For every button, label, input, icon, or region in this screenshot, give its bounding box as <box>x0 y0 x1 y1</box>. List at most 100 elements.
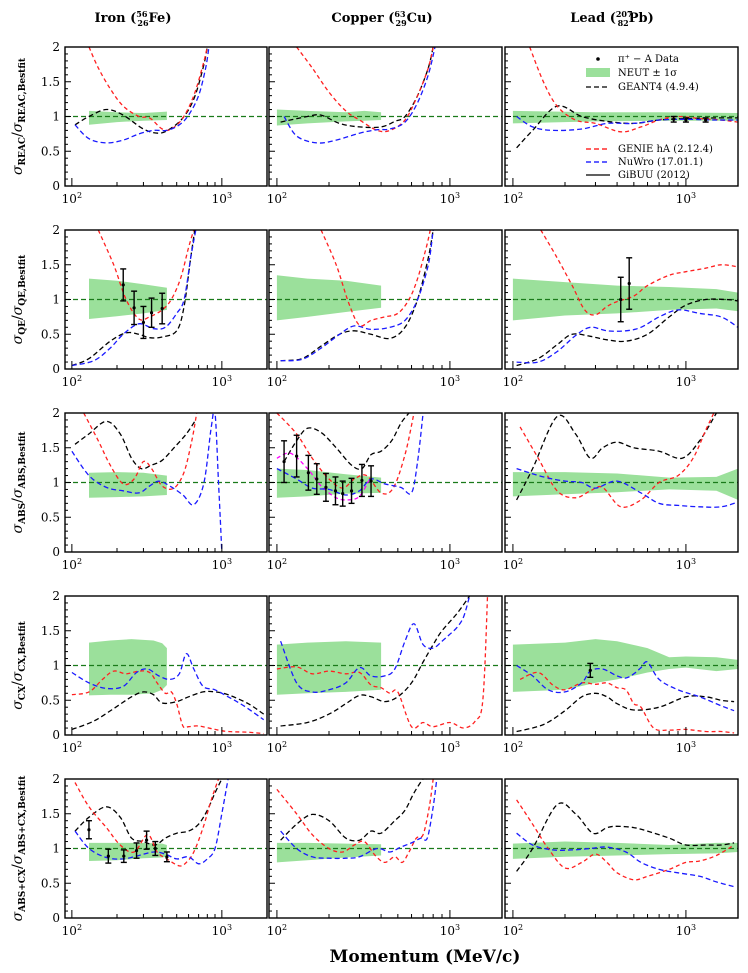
data-marker <box>333 489 338 493</box>
data-point <box>163 851 170 863</box>
panel-reac-copper: 102 103 <box>267 46 503 206</box>
x-tick-label: 103 <box>212 557 232 572</box>
panel-abs+cx-iron: 0 0.5 1 1.5 2 102 103 <box>41 772 268 938</box>
data-point <box>368 465 375 498</box>
data-marker <box>122 854 126 858</box>
x-tick-label: 103 <box>212 191 232 206</box>
x-tick-label: 102 <box>62 191 82 206</box>
plot-area <box>505 413 738 508</box>
data-point <box>348 477 355 505</box>
geant4-curve <box>280 596 471 727</box>
y-tick-label: 0 <box>52 179 60 193</box>
nuwro-curve <box>283 47 436 144</box>
nuwro-curve <box>516 309 738 364</box>
geant4-curve <box>516 413 717 501</box>
x-tick-label: 103 <box>440 557 460 572</box>
x-tick-label: 103 <box>676 740 696 755</box>
nuwro-curve <box>71 413 223 552</box>
genie-curve <box>516 799 735 881</box>
data-marker <box>145 838 149 842</box>
plot-area <box>65 779 267 867</box>
legend-label: π⁺ − A Data <box>618 54 679 65</box>
data-marker <box>141 320 146 325</box>
data-point <box>105 848 112 864</box>
nuwro-curve <box>516 832 735 888</box>
data-marker <box>588 668 592 672</box>
data-point <box>131 290 138 326</box>
legend-point-icon <box>596 57 600 61</box>
panel-reac-lead: 102 103 <box>503 46 739 206</box>
data-point <box>626 257 633 310</box>
data-marker <box>619 297 623 302</box>
y-tick-label: 0.5 <box>41 693 60 707</box>
data-marker <box>160 306 164 311</box>
x-tick-label: 102 <box>503 191 523 206</box>
y-tick-label: 1.5 <box>41 807 60 821</box>
legend-label: GENIE hA (2.12.4) <box>618 144 713 155</box>
data-marker <box>324 485 328 489</box>
data-marker <box>165 855 169 859</box>
gibuu-curve <box>276 452 370 501</box>
x-tick-label: 102 <box>62 740 82 755</box>
x-tick-label: 102 <box>62 557 82 572</box>
data-marker <box>149 311 154 315</box>
panel-cx-copper: 102 103 <box>267 595 503 755</box>
data-point <box>120 268 127 302</box>
x-tick-label: 102 <box>503 740 523 755</box>
x-tick-label: 102 <box>503 374 523 389</box>
data-point <box>159 292 166 325</box>
geant4-curve <box>516 692 735 733</box>
genie-curve <box>276 779 434 864</box>
nuwro-curve <box>280 779 438 860</box>
data-marker <box>106 854 110 858</box>
x-tick-label: 102 <box>267 923 287 938</box>
legend-entry: π⁺ − A Data <box>596 54 679 65</box>
data-point <box>140 305 147 340</box>
column-titles: Iron (56 26Fe) Copper (63 29Cu) Lead (207 82P… <box>95 9 654 28</box>
column-title-iron: Iron (56 26Fe) <box>95 9 172 28</box>
plot-area <box>65 639 267 735</box>
y-tick-label: 1 <box>52 476 60 490</box>
genie-curve <box>519 671 735 734</box>
x-tick-label: 102 <box>267 191 287 206</box>
plot-area <box>269 596 502 729</box>
x-tick-label: 102 <box>267 740 287 755</box>
x-tick-label: 103 <box>212 740 232 755</box>
y-tick-label: 0 <box>52 362 60 376</box>
legend-entry: GENIE hA (2.12.4) <box>586 144 713 155</box>
data-marker <box>349 489 354 493</box>
y-tick-label: 1 <box>52 110 60 124</box>
x-tick-label: 103 <box>440 923 460 938</box>
y-label-reac: σREAC/σREAC,Bestfit <box>10 57 28 175</box>
neut-band <box>89 278 167 319</box>
neut-band <box>89 639 167 696</box>
y-tick-label: 1.5 <box>41 624 60 638</box>
panel-qe-lead: 102 103 <box>503 229 739 389</box>
nuwro-curve <box>516 660 735 712</box>
y-tick-label: 0.5 <box>41 876 60 890</box>
neut-band <box>276 275 382 321</box>
data-point <box>148 297 155 328</box>
x-tick-label: 103 <box>676 923 696 938</box>
plot-area <box>505 639 738 734</box>
data-marker <box>684 118 688 122</box>
x-tick-label: 103 <box>212 923 232 938</box>
data-point <box>682 117 689 123</box>
panel-abs-lead: 102 103 <box>503 412 739 572</box>
panel-abs+cx-copper: 102 103 <box>267 778 503 938</box>
y-tick-label: 1.5 <box>41 75 60 89</box>
plot-area <box>505 47 738 149</box>
data-point <box>133 842 140 859</box>
plot-area <box>269 413 502 507</box>
geant4-curve <box>516 298 738 367</box>
data-marker <box>153 846 157 851</box>
plot-area <box>65 413 267 552</box>
y-tick-label: 0.5 <box>41 144 60 158</box>
panel-cx-lead: 102 103 <box>503 595 739 755</box>
data-point <box>120 849 127 864</box>
legend-entry: NEUT ± 1σ <box>586 68 677 79</box>
plot-area <box>505 799 738 888</box>
data-point <box>702 117 709 123</box>
nuwro-curve <box>71 653 265 721</box>
genie-curve <box>529 47 738 133</box>
